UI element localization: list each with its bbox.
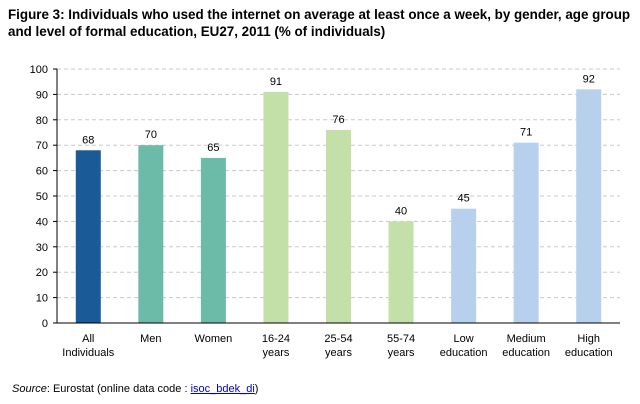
bar: [513, 142, 539, 323]
y-tick-label: 10: [36, 293, 48, 305]
y-tick-label: 90: [36, 89, 48, 101]
x-tick-label: education: [565, 347, 613, 359]
bars: 68 70 65 91 76 40 45 71 92: [75, 73, 602, 323]
bar: [576, 89, 602, 323]
x-axis: All Individuals Men Women 16-24 years 25-54 yea…: [57, 322, 620, 359]
source-text: : Eurostat (online data code :: [46, 383, 191, 395]
bar: [75, 150, 101, 323]
data-label: 65: [207, 142, 219, 154]
x-tick-label: 25-54: [324, 333, 352, 345]
bar: [263, 91, 289, 323]
source-close: ): [254, 383, 259, 395]
x-tick-label: education: [502, 347, 550, 359]
bar: [388, 221, 414, 323]
y-tick-label: 30: [36, 242, 48, 254]
data-label: 45: [457, 193, 469, 205]
data-label: 71: [520, 127, 532, 139]
data-label: 92: [583, 73, 595, 85]
y-tick-label: 100: [30, 64, 48, 76]
bar: [138, 145, 164, 323]
y-tick-label: 70: [36, 140, 48, 152]
x-tick-label: All: [82, 333, 94, 345]
source-note: Source: Eurostat (online data code : iso…: [12, 383, 258, 395]
y-tick-label: 60: [36, 166, 48, 178]
x-tick-label: High: [577, 333, 600, 345]
x-tick-label: Men: [140, 333, 161, 345]
bar: [451, 208, 477, 323]
bar: [200, 157, 226, 323]
data-label: 40: [395, 205, 407, 217]
x-tick-label: 55-74: [387, 333, 415, 345]
source-label: Source: [12, 383, 47, 395]
x-tick-label: education: [440, 347, 488, 359]
y-tick-label: 40: [36, 216, 48, 228]
data-label: 91: [270, 76, 282, 88]
data-label: 76: [332, 114, 344, 126]
x-tick-label: Medium: [507, 333, 546, 345]
x-tick-label: Low: [454, 333, 474, 345]
x-tick-label: Women: [195, 333, 233, 345]
y-tick-label: 0: [42, 318, 48, 330]
bar-chart: 0 10 20 30 40 50 60 70 80 90 100 68 70 65 91 76 40 45 71 9…: [30, 64, 620, 359]
x-tick-label: years: [262, 347, 289, 359]
data-label: 68: [82, 134, 94, 146]
x-tick-label: Individuals: [62, 347, 114, 359]
chart-title: Figure 3: Individuals who used the inter…: [8, 7, 631, 39]
x-tick-label: years: [325, 347, 352, 359]
y-tick-label: 50: [36, 191, 48, 203]
x-tick-label: 16-24: [262, 333, 290, 345]
y-tick-label: 20: [36, 267, 48, 279]
y-tick-label: 80: [36, 115, 48, 127]
bar: [326, 129, 351, 323]
data-code-link[interactable]: isoc_bdek_di: [190, 383, 255, 395]
x-tick-label: years: [388, 347, 415, 359]
y-axis: 0 10 20 30 40 50 60 70 80 90 100: [30, 64, 58, 330]
data-label: 70: [145, 129, 157, 141]
